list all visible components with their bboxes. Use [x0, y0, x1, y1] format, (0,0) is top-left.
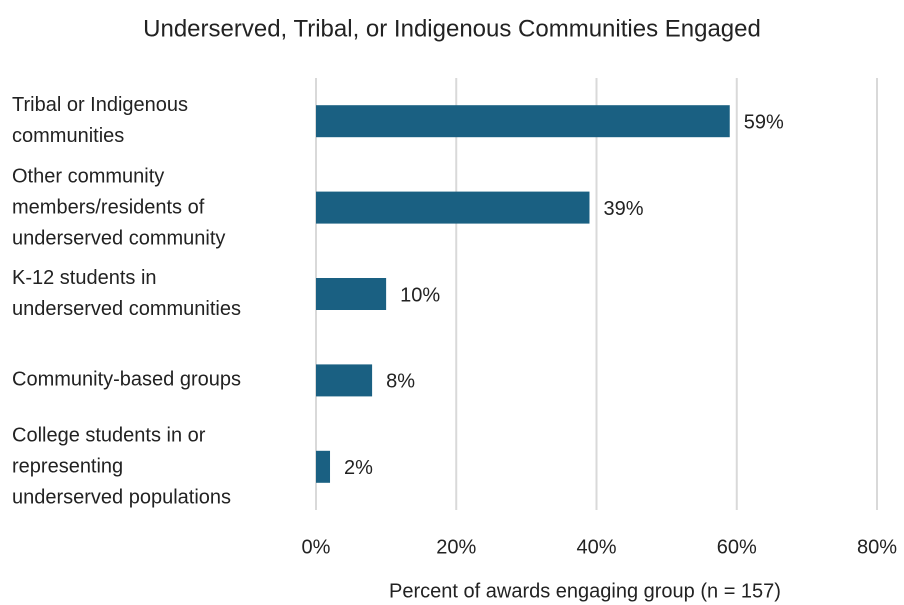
y-tick-label: K-12 students in underserved communities — [12, 267, 241, 320]
bar — [316, 450, 331, 483]
bar — [316, 278, 387, 310]
x-tick-label: 40% — [576, 536, 616, 558]
x-tick-label: 0% — [302, 536, 331, 558]
value-label: 2% — [344, 457, 373, 479]
x-tick-label: 80% — [857, 536, 897, 558]
bar — [316, 105, 730, 138]
y-tick-label: Other community members/residents of und… — [12, 165, 226, 250]
value-label: 8% — [386, 371, 415, 393]
bar — [316, 191, 590, 224]
bar — [316, 364, 373, 397]
y-tick-label: College students in or representing unde… — [12, 424, 232, 509]
y-tick-label: Community-based groups — [12, 368, 241, 391]
value-label: 59% — [744, 111, 784, 133]
value-label: 10% — [400, 284, 440, 306]
chart-title: Underserved, Tribal, or Indigenous Commu… — [143, 15, 761, 42]
x-tick-label: 60% — [717, 536, 757, 558]
value-label: 39% — [603, 198, 643, 220]
y-tick-label: Tribal or Indigenous communities — [12, 94, 189, 148]
x-axis-title: Percent of awards engaging group (n = 15… — [389, 580, 781, 602]
x-tick-label: 20% — [436, 536, 476, 558]
